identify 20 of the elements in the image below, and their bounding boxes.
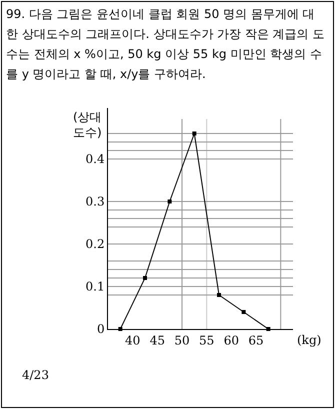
x-tick-label: 45: [150, 333, 165, 348]
y-tick-label: 0.2: [86, 237, 105, 252]
y-axis-title: (상대 도수): [73, 110, 102, 140]
y-tick-label: 0.4: [86, 152, 105, 166]
point: [192, 132, 196, 136]
y-tick-label: 0.1: [86, 280, 105, 294]
point: [168, 200, 172, 204]
x-tick-label: 65: [248, 333, 264, 348]
x-tick-label: 40: [125, 333, 140, 348]
text: 4/23: [22, 368, 49, 382]
point: [242, 310, 246, 314]
y-tick-label: 0: [96, 322, 105, 336]
chart-title: 99. 다음 그림은 윤선이네 클럽 회원 50 명의 몸무게에 대한 상대도수의 그래프이다. 상대도수가 가장 작은 계급의 도수는 전체의 x %이고, 50 kg 이상 55 kg 미만인 학생의 수를 y 명이라고 할 때, x/y를 구하여라.: [6, 6, 326, 83]
point: [143, 276, 147, 280]
x-axis-title: (kg): [297, 333, 322, 347]
x-tick-label: 55: [199, 333, 214, 348]
point: [217, 293, 221, 297]
x-tick-label: 60: [224, 333, 239, 348]
x-tick-label: 50: [174, 333, 190, 348]
y-tick-label: 0.3: [86, 194, 105, 209]
